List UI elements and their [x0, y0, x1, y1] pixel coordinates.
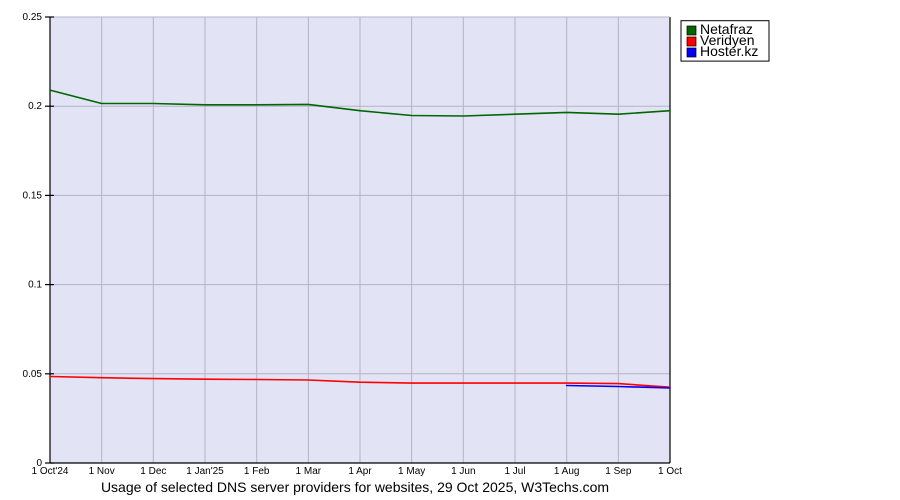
- svg-text:1 Sep: 1 Sep: [605, 466, 632, 477]
- svg-text:1 Oct: 1 Oct: [658, 466, 682, 477]
- svg-text:1 Jul: 1 Jul: [504, 466, 525, 477]
- svg-text:1 Oct'24: 1 Oct'24: [32, 466, 69, 477]
- svg-text:1 May: 1 May: [398, 466, 425, 477]
- svg-text:1 Apr: 1 Apr: [348, 466, 372, 477]
- svg-text:1 Aug: 1 Aug: [554, 466, 580, 477]
- svg-text:0.05: 0.05: [23, 369, 43, 380]
- svg-text:0.15: 0.15: [23, 190, 43, 201]
- svg-text:Usage of selected DNS server p: Usage of selected DNS server providers f…: [101, 479, 609, 495]
- svg-text:1 Jun: 1 Jun: [451, 466, 475, 477]
- svg-text:1 Feb: 1 Feb: [244, 466, 270, 477]
- svg-text:0.2: 0.2: [28, 101, 42, 112]
- svg-text:Hoster.kz: Hoster.kz: [700, 43, 758, 59]
- svg-text:1 Nov: 1 Nov: [89, 466, 115, 477]
- svg-text:0.25: 0.25: [23, 12, 43, 23]
- svg-text:1 Jan'25: 1 Jan'25: [186, 466, 224, 477]
- svg-text:1 Dec: 1 Dec: [140, 466, 166, 477]
- svg-text:0.1: 0.1: [28, 280, 42, 291]
- svg-text:1 Mar: 1 Mar: [296, 466, 322, 477]
